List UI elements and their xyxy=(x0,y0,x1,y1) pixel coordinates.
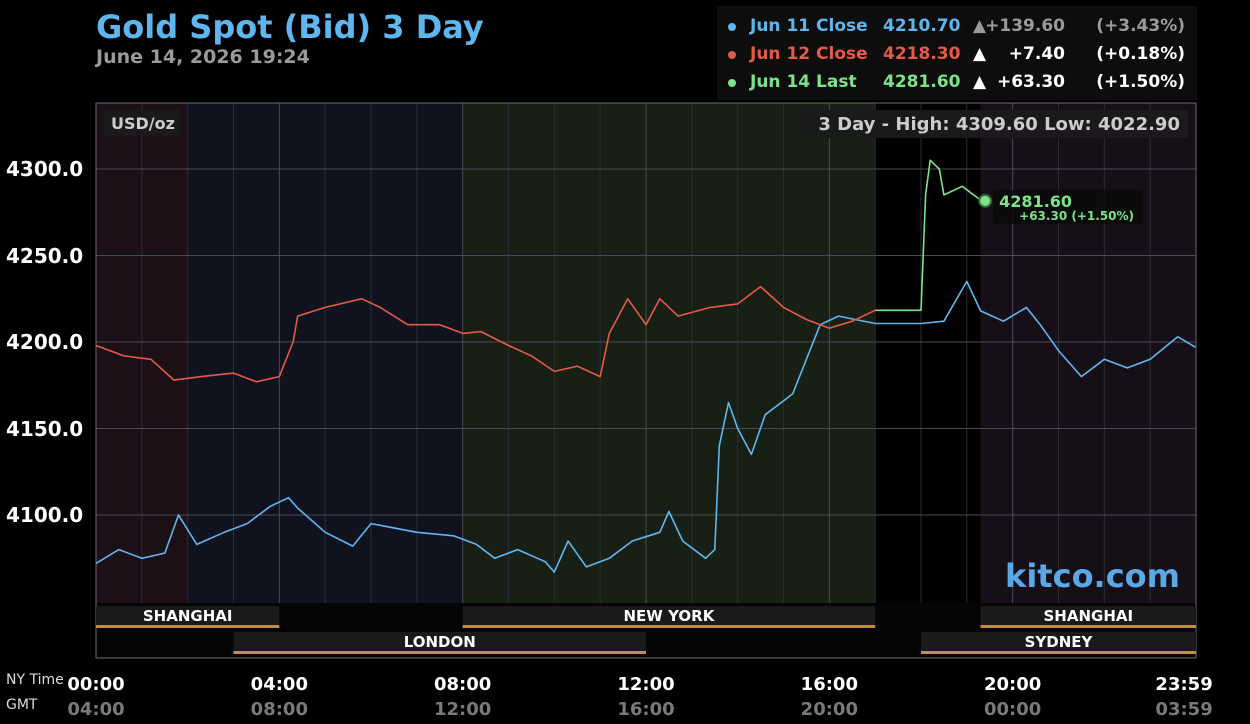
legend-pct: (+0.18%) xyxy=(1096,44,1185,64)
range-box xyxy=(802,110,1188,138)
session-bar xyxy=(233,651,646,654)
session-bar xyxy=(96,625,280,628)
x-tick-gmt: 04:00 xyxy=(67,699,125,720)
session-label: SYDNEY xyxy=(1025,633,1094,651)
legend-change: +7.40 xyxy=(1008,44,1065,64)
chart-frame xyxy=(95,102,1197,659)
unit-label: USD/oz xyxy=(111,114,175,133)
y-tick-label: 4150.0 xyxy=(6,416,84,441)
x-tick-gmt: 03:59 xyxy=(1155,699,1213,720)
x-tick-ny: 23:59 xyxy=(1155,674,1213,695)
price-legend: Jun 11 Close 4210.70 ▲ +139.60 (+3.43%) Jun 1… xyxy=(717,6,1197,100)
y-tick-label: 4200.0 xyxy=(6,330,84,354)
session-box xyxy=(96,606,280,626)
legend-arrow-icon: ▲ xyxy=(973,16,987,36)
session-label: NEW YORK xyxy=(624,607,716,625)
x-tick-gmt: 20:00 xyxy=(800,699,858,720)
legend-dot xyxy=(728,23,736,31)
legend-arrow-icon: ▲ xyxy=(973,72,987,92)
x-tick-gmt: 12:00 xyxy=(434,699,492,720)
x-tick-ny: 12:00 xyxy=(617,674,675,695)
gmt-label: GMT xyxy=(6,697,38,713)
session-label: LONDON xyxy=(404,633,476,651)
legend-row: Jun 12 Close 4218.30 ▲ +7.40 (+0.18%) xyxy=(717,44,1197,68)
x-tick-ny: 16:00 xyxy=(800,674,858,695)
session-box xyxy=(980,606,1196,626)
unit-box xyxy=(104,110,180,136)
x-tick-gmt: 00:00 xyxy=(984,699,1042,720)
session-bar xyxy=(462,625,876,628)
chart-title: Gold Spot (Bid) 3 Day xyxy=(96,8,484,46)
legend-label: Jun 11 Close xyxy=(750,16,868,36)
brand-watermark: kitco.com xyxy=(1005,557,1180,595)
legend-change: +139.60 xyxy=(985,16,1065,36)
legend-row: Jun 11 Close 4210.70 ▲ +139.60 (+3.43%) xyxy=(717,16,1197,40)
last-price-label: 4281.60 xyxy=(999,192,1072,211)
legend-change: +63.30 xyxy=(996,72,1065,92)
last-price-box xyxy=(993,189,1144,224)
session-box xyxy=(921,632,1196,652)
legend-label: Jun 12 Close xyxy=(750,44,868,64)
legend-row: Jun 14 Last 4281.60 ▲ +63.30 (+1.50%) xyxy=(717,72,1197,96)
session-label: SHANGHAI xyxy=(143,607,233,625)
last-change-label: +63.30 (+1.50%) xyxy=(1019,209,1134,223)
x-tick-ny: 08:00 xyxy=(434,674,492,695)
x-tick-gmt: 08:00 xyxy=(250,699,308,720)
series-line-jun11 xyxy=(95,280,1196,573)
legend-price: 4281.60 xyxy=(883,72,961,92)
series-line-jun12 xyxy=(95,285,876,383)
x-tick-ny: 00:00 xyxy=(67,674,125,695)
series-line-jun14 xyxy=(875,159,986,312)
session-band xyxy=(980,103,1196,603)
session-band xyxy=(462,103,876,603)
x-tick-ny: 04:00 xyxy=(250,674,308,695)
session-bar xyxy=(921,651,1196,654)
legend-arrow-icon: ▲ xyxy=(973,44,987,64)
y-tick-label: 4250.0 xyxy=(6,243,84,268)
last-price-marker xyxy=(978,193,993,208)
legend-dot xyxy=(728,79,736,87)
ny-time-label: NY Time xyxy=(6,672,64,688)
legend-pct: (+1.50%) xyxy=(1096,72,1185,92)
legend-dot xyxy=(728,51,736,59)
legend-pct: (+3.43%) xyxy=(1096,16,1185,36)
x-tick-gmt: 16:00 xyxy=(617,699,675,720)
range-text: 3 Day - High: 4309.60 Low: 4022.90 xyxy=(818,114,1180,135)
session-bar xyxy=(980,625,1196,628)
x-tick-ny: 20:00 xyxy=(984,674,1042,695)
y-tick-label: 4100.0 xyxy=(6,503,84,527)
session-label: SHANGHAI xyxy=(1044,607,1134,625)
legend-label: Jun 14 Last xyxy=(750,72,857,92)
session-box xyxy=(462,606,876,626)
legend-price: 4210.70 xyxy=(883,16,961,36)
session-box xyxy=(233,632,646,652)
legend-price: 4218.30 xyxy=(883,44,961,64)
chart-timestamp: June 14, 2026 19:24 xyxy=(96,46,310,68)
y-tick-label: 4300.0 xyxy=(6,157,84,181)
